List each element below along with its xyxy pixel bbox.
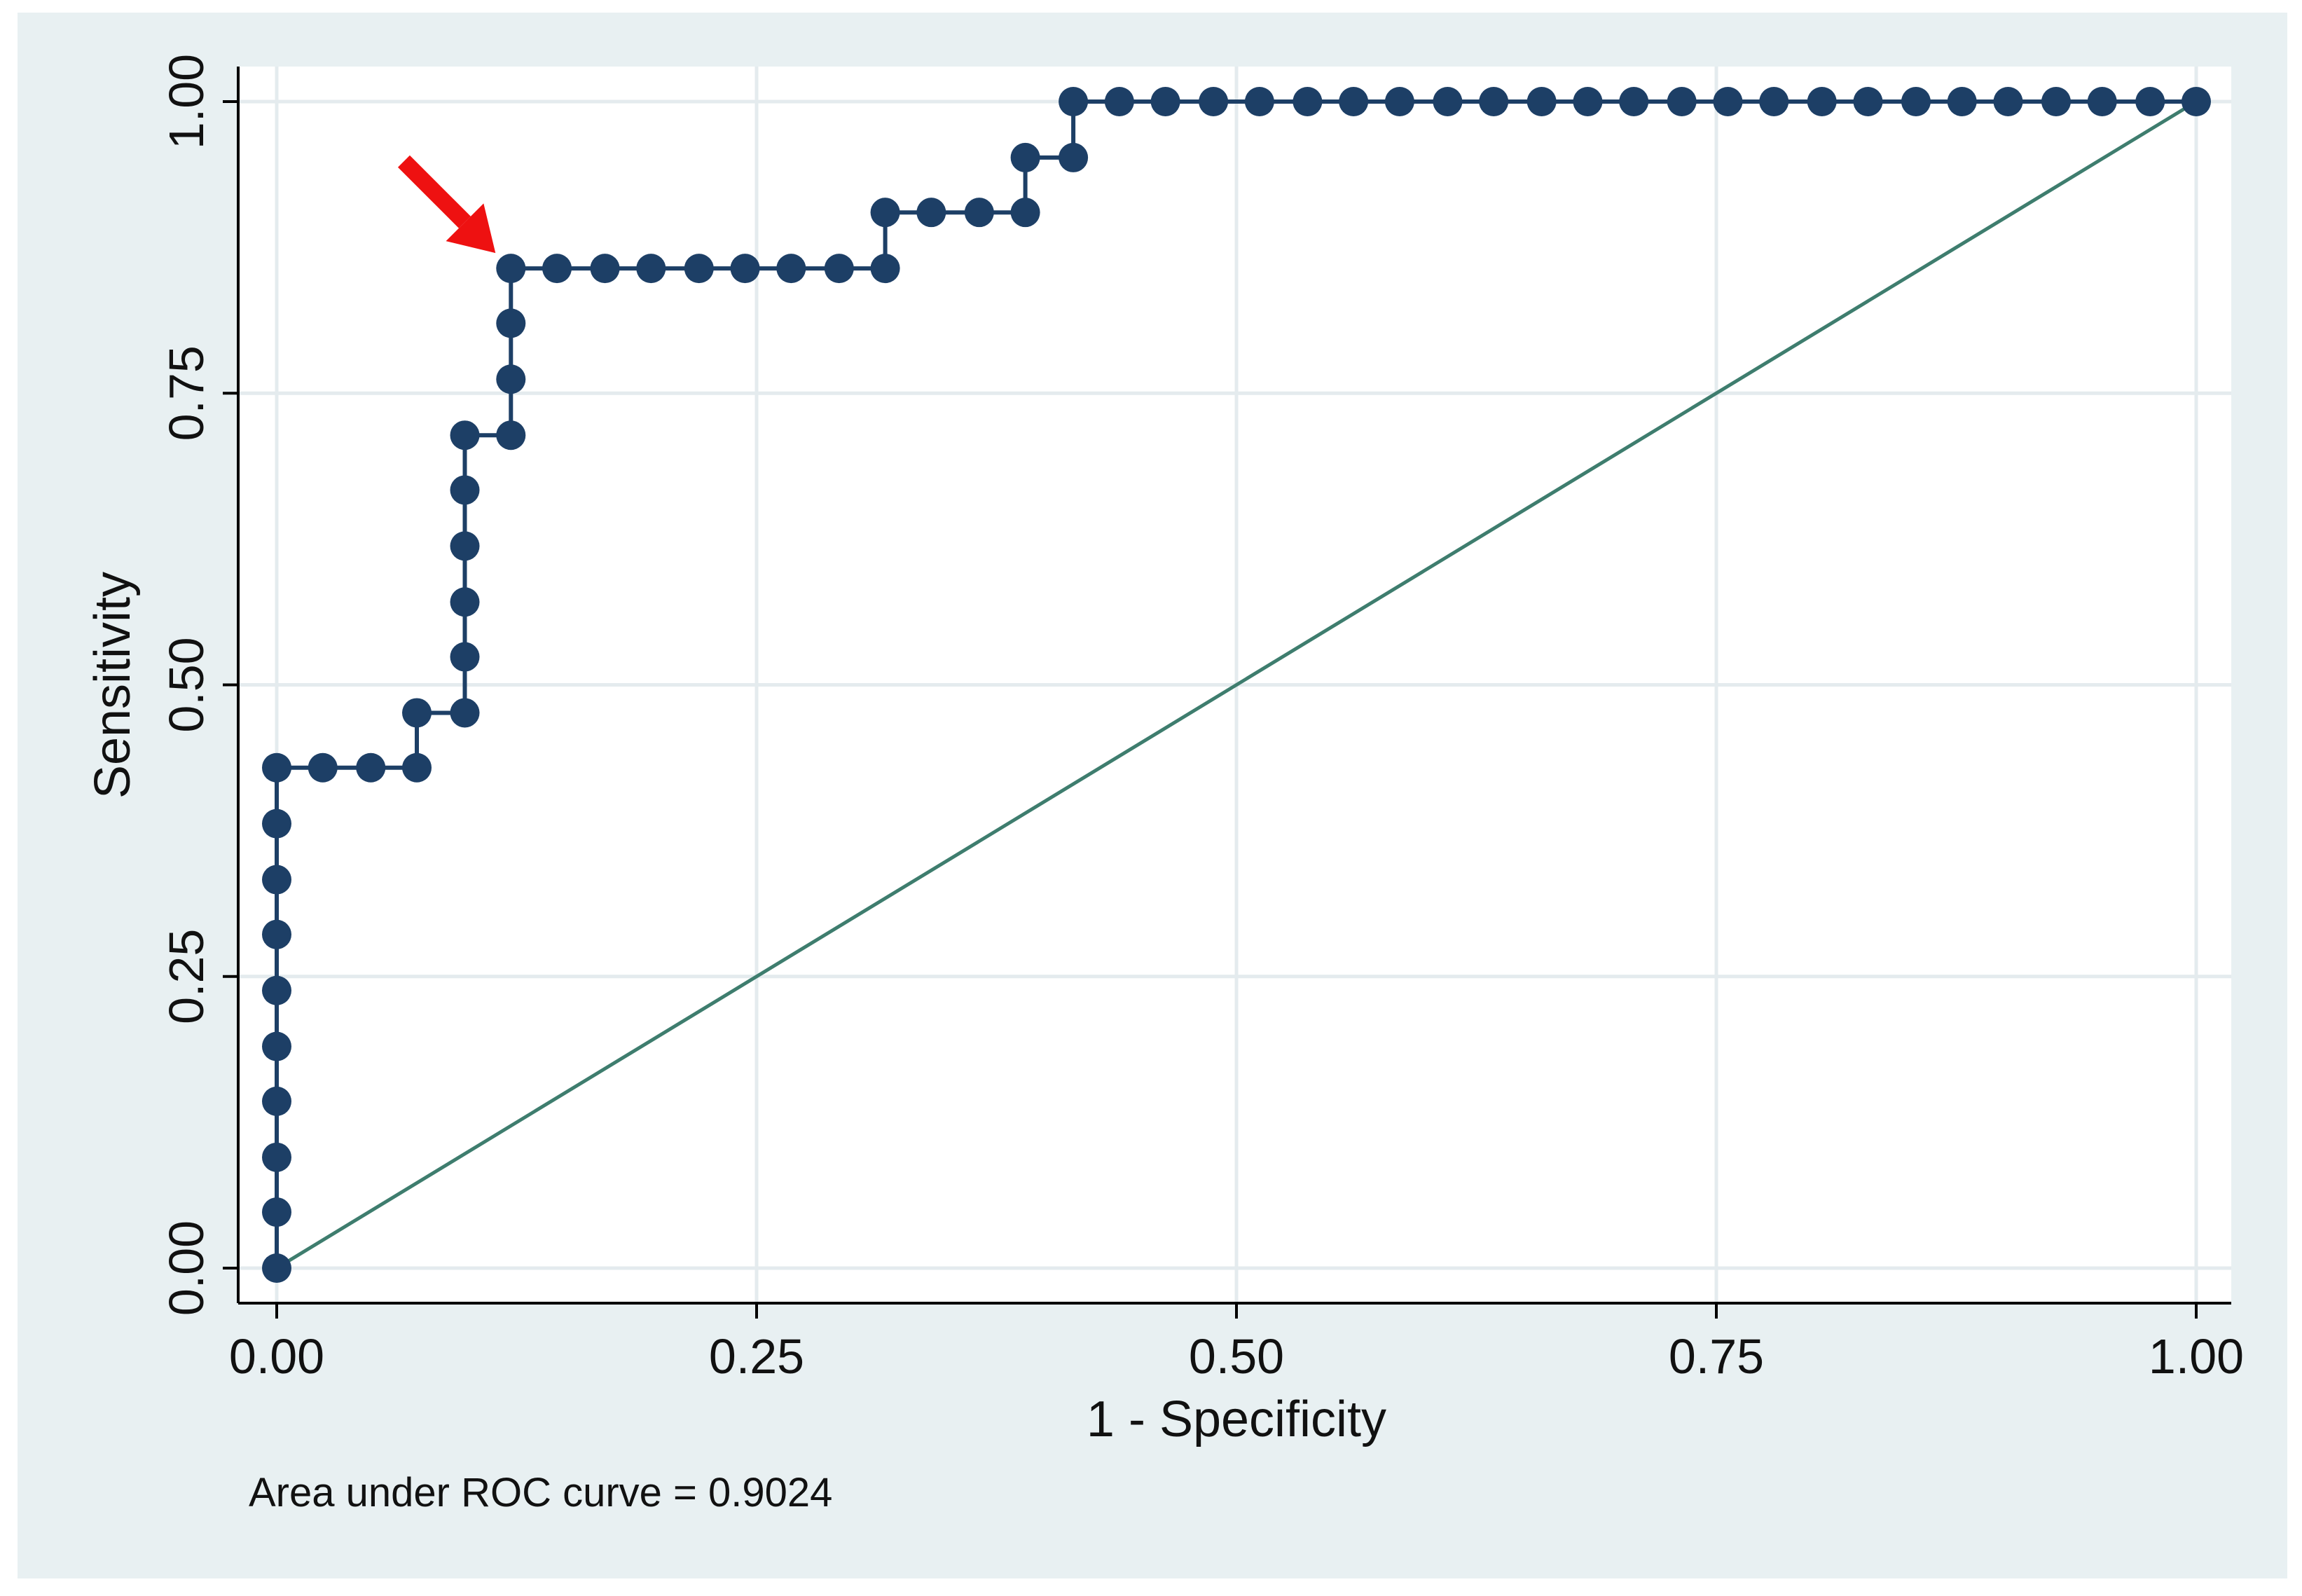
y-axis-title: Sensitivity [85, 572, 141, 799]
roc-point-39 [1104, 87, 1134, 116]
roc-point-26 [636, 254, 666, 284]
x-tick-label-2: 0.50 [1189, 1329, 1284, 1384]
roc-point-18 [450, 475, 480, 505]
roc-point-40 [1150, 87, 1180, 116]
y-tick-label-2: 0.50 [159, 637, 214, 732]
roc-point-28 [730, 254, 760, 284]
roc-point-6 [262, 919, 291, 949]
roc-point-16 [450, 587, 480, 617]
roc-point-56 [1901, 87, 1931, 116]
roc-point-27 [684, 254, 714, 284]
roc-point-34 [964, 198, 994, 228]
roc-point-38 [1059, 87, 1089, 116]
x-tick-label-4: 1.00 [2149, 1329, 2244, 1384]
roc-point-52 [1713, 87, 1743, 116]
roc-point-13 [402, 698, 432, 728]
roc-point-54 [1807, 87, 1837, 116]
y-tick-label-0: 0.00 [159, 1220, 214, 1316]
x-axis-title: 1 - Specificity [1087, 1391, 1386, 1447]
y-tick-label-3: 0.75 [159, 345, 214, 441]
reference-line-layer [275, 99, 2198, 1270]
roc-point-35 [1010, 198, 1040, 228]
roc-point-61 [2135, 87, 2165, 116]
y-tick-label-1: 0.25 [159, 929, 214, 1024]
roc-point-8 [262, 809, 291, 839]
auc-note: Area under ROC curve = 0.9024 [249, 1470, 832, 1515]
x-tick-label-0: 0.00 [229, 1329, 324, 1384]
roc-point-51 [1667, 87, 1697, 116]
roc-point-49 [1573, 87, 1603, 116]
roc-point-24 [542, 254, 572, 284]
y-tick-label-4: 1.00 [159, 54, 214, 149]
reference-line [275, 99, 2198, 1270]
roc-point-47 [1479, 87, 1509, 116]
roc-point-19 [450, 420, 480, 450]
roc-point-45 [1384, 87, 1414, 116]
axes [223, 67, 2231, 1319]
x-tick-label-1: 0.25 [709, 1329, 804, 1384]
roc-point-36 [1010, 142, 1040, 172]
roc-point-42 [1244, 87, 1274, 116]
roc-point-58 [1993, 87, 2023, 116]
roc-point-10 [308, 752, 338, 783]
roc-point-3 [262, 1086, 291, 1116]
roc-point-22 [496, 308, 526, 338]
roc-point-12 [402, 752, 432, 783]
roc-point-9 [262, 752, 291, 783]
annotation-arrow-layer [397, 155, 496, 254]
roc-points-layer [262, 87, 2211, 1283]
x-tick-labels: 0.00 0.25 0.50 0.75 1.00 [229, 1329, 2244, 1384]
roc-point-5 [262, 975, 291, 1005]
roc-point-0 [262, 1253, 291, 1283]
annotation-arrow-0 [397, 155, 496, 254]
roc-point-11 [356, 752, 386, 783]
roc-point-4 [262, 1031, 291, 1061]
roc-point-2 [262, 1142, 291, 1172]
roc-point-29 [776, 254, 806, 284]
roc-point-33 [916, 198, 946, 228]
annotation-arrow-head [446, 203, 496, 254]
roc-point-62 [2182, 87, 2211, 116]
roc-point-31 [870, 254, 900, 284]
annotation-arrow-shaft [397, 155, 471, 228]
roc-point-30 [824, 254, 854, 284]
roc-point-41 [1199, 87, 1229, 116]
y-tick-labels: 0.00 0.25 0.50 0.75 1.00 [159, 54, 214, 1316]
roc-point-20 [496, 420, 526, 450]
roc-point-48 [1526, 87, 1557, 116]
roc-point-25 [590, 254, 620, 284]
roc-point-59 [2041, 87, 2071, 116]
roc-point-1 [262, 1197, 291, 1227]
x-tick-label-3: 0.75 [1669, 1329, 1764, 1384]
roc-point-32 [870, 198, 900, 228]
roc-point-7 [262, 865, 291, 895]
roc-point-55 [1853, 87, 1883, 116]
roc-point-21 [496, 364, 526, 394]
roc-point-57 [1947, 87, 1977, 116]
roc-point-15 [450, 642, 480, 672]
roc-point-37 [1059, 142, 1089, 172]
roc-point-43 [1293, 87, 1323, 116]
roc-point-53 [1759, 87, 1789, 116]
roc-point-60 [2087, 87, 2117, 116]
roc-point-50 [1619, 87, 1649, 116]
roc-point-17 [450, 531, 480, 561]
roc-point-46 [1433, 87, 1463, 116]
roc-point-14 [450, 698, 480, 728]
roc-point-44 [1339, 87, 1369, 116]
roc-point-23 [496, 254, 526, 284]
